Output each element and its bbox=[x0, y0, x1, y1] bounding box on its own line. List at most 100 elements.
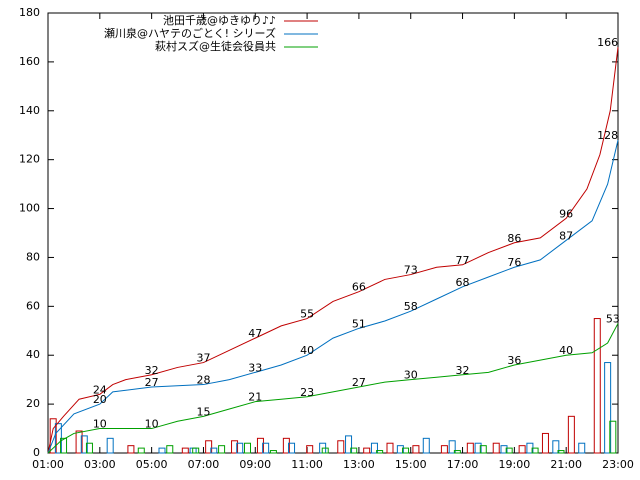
point-label: 21 bbox=[248, 391, 262, 404]
point-label: 96 bbox=[559, 207, 573, 220]
x-tick-label: 09:00 bbox=[239, 458, 271, 471]
bar bbox=[448, 440, 456, 454]
bar bbox=[557, 450, 565, 454]
x-tick-label: 13:00 bbox=[343, 458, 375, 471]
bar bbox=[288, 442, 296, 454]
series-line bbox=[47, 47, 619, 454]
bar bbox=[350, 447, 358, 454]
bar bbox=[500, 445, 508, 454]
bar bbox=[453, 450, 461, 454]
bar bbox=[158, 447, 166, 454]
bar bbox=[231, 440, 239, 454]
bar bbox=[181, 447, 189, 454]
bar bbox=[269, 450, 277, 454]
y-tick-label: 80 bbox=[26, 250, 40, 263]
bar bbox=[440, 445, 448, 454]
bar bbox=[593, 318, 601, 454]
y-tick-label: 120 bbox=[19, 153, 40, 166]
bar bbox=[321, 447, 329, 454]
point-label: 76 bbox=[507, 256, 521, 269]
bar bbox=[166, 445, 174, 454]
bar bbox=[402, 447, 410, 454]
x-tick-label: 03:00 bbox=[84, 458, 116, 471]
y-tick-label: 140 bbox=[19, 104, 40, 117]
point-label: 23 bbox=[300, 386, 314, 399]
x-tick-label: 07:00 bbox=[188, 458, 220, 471]
y-tick-label: 180 bbox=[19, 6, 40, 19]
bar bbox=[604, 362, 612, 454]
point-label: 30 bbox=[404, 369, 418, 382]
point-label: 53 bbox=[606, 312, 620, 325]
bar bbox=[210, 447, 218, 454]
bar bbox=[137, 447, 145, 454]
point-label: 166 bbox=[597, 36, 618, 49]
point-label: 10 bbox=[145, 418, 159, 431]
point-label: 77 bbox=[456, 254, 470, 267]
x-tick-label: 11:00 bbox=[291, 458, 323, 471]
x-tick-label: 21:00 bbox=[550, 458, 582, 471]
bar bbox=[567, 415, 575, 454]
point-label: 66 bbox=[352, 281, 366, 294]
bar bbox=[466, 442, 474, 454]
point-label: 40 bbox=[300, 344, 314, 357]
y-tick-label: 40 bbox=[26, 348, 40, 361]
point-label: 40 bbox=[559, 344, 573, 357]
bar bbox=[337, 440, 345, 454]
bar bbox=[363, 447, 371, 454]
y-tick-label: 160 bbox=[19, 55, 40, 68]
point-label: 28 bbox=[196, 374, 210, 387]
bar bbox=[49, 418, 57, 454]
bar bbox=[218, 445, 226, 454]
point-label: 24 bbox=[93, 383, 107, 396]
bar bbox=[370, 442, 378, 454]
bar bbox=[127, 445, 135, 454]
point-label: 87 bbox=[559, 229, 573, 242]
legend-label: 萩村スズ@生徒会役員共 bbox=[155, 39, 276, 53]
bar bbox=[505, 447, 513, 454]
bar bbox=[412, 445, 420, 454]
point-label: 20 bbox=[93, 393, 107, 406]
x-tick-label: 15:00 bbox=[395, 458, 427, 471]
bar bbox=[85, 442, 93, 454]
bar bbox=[531, 447, 539, 454]
point-label: 128 bbox=[597, 129, 618, 142]
point-label: 68 bbox=[456, 276, 470, 289]
point-label: 51 bbox=[352, 317, 366, 330]
bar bbox=[541, 432, 549, 454]
legend-label: 瀬川泉@ハヤテのごとく! シリーズ bbox=[104, 26, 276, 40]
x-tick-label: 19:00 bbox=[499, 458, 531, 471]
point-label: 33 bbox=[248, 361, 262, 374]
bar bbox=[236, 442, 244, 454]
y-tick-label: 60 bbox=[26, 299, 40, 312]
bar bbox=[396, 445, 404, 454]
bar bbox=[376, 450, 384, 454]
bar bbox=[244, 442, 251, 454]
bar bbox=[552, 440, 560, 454]
bar bbox=[479, 445, 487, 454]
series-line bbox=[47, 323, 619, 454]
point-label: 15 bbox=[196, 405, 210, 418]
bar bbox=[282, 437, 290, 454]
bar bbox=[106, 437, 114, 454]
bar bbox=[345, 435, 353, 454]
point-label: 10 bbox=[93, 418, 107, 431]
bar bbox=[386, 442, 394, 454]
x-tick-label: 01:00 bbox=[32, 458, 64, 471]
legend-label: 池田千歳@ゆきゆり♪♪ bbox=[163, 14, 276, 27]
bar bbox=[518, 445, 526, 454]
bar bbox=[578, 442, 586, 454]
point-label: 27 bbox=[145, 376, 159, 389]
bar bbox=[262, 442, 270, 454]
point-label: 32 bbox=[145, 364, 159, 377]
bar bbox=[80, 435, 88, 454]
bar bbox=[492, 442, 500, 454]
bar bbox=[192, 447, 200, 454]
y-tick-label: 100 bbox=[19, 202, 40, 215]
bar bbox=[306, 445, 314, 454]
bar bbox=[60, 437, 68, 454]
point-label: 27 bbox=[352, 376, 366, 389]
x-tick-label: 23:00 bbox=[602, 458, 634, 471]
point-label: 36 bbox=[507, 354, 521, 367]
series-line bbox=[47, 139, 619, 454]
